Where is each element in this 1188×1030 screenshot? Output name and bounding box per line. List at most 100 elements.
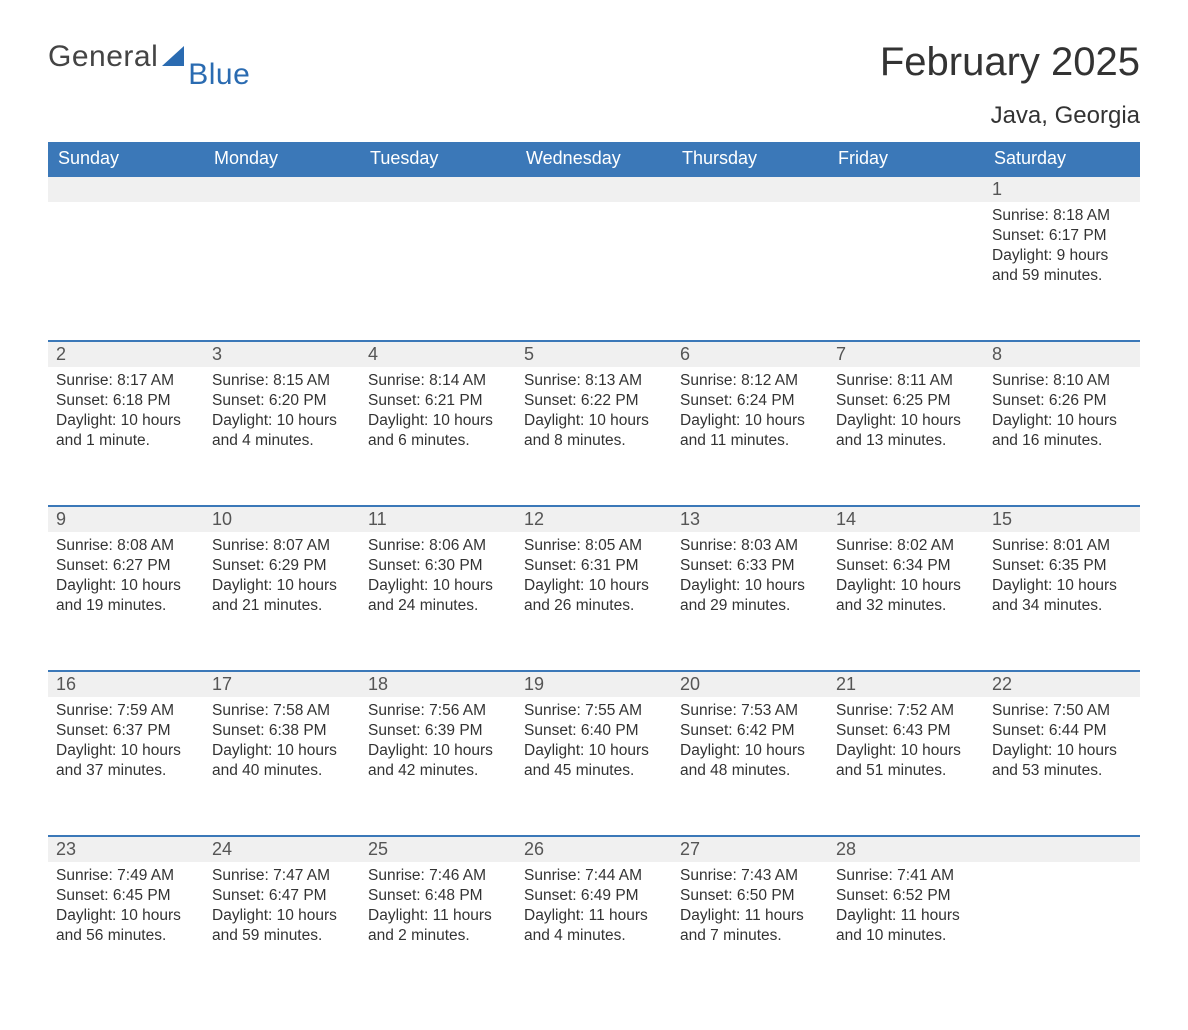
daylight-text: Daylight: 10 hours and 40 minutes.	[212, 741, 352, 781]
week-row: Sunrise: 8:18 AMSunset: 6:17 PMDaylight:…	[48, 202, 1140, 322]
sunset-text: Sunset: 6:33 PM	[680, 556, 820, 576]
day-number: 3	[204, 342, 360, 367]
daylight-text: Daylight: 10 hours and 19 minutes.	[56, 576, 196, 616]
sunrise-text: Sunrise: 8:13 AM	[524, 371, 664, 391]
sunset-text: Sunset: 6:21 PM	[368, 391, 508, 411]
sunset-text: Sunset: 6:49 PM	[524, 886, 664, 906]
day-number: 8	[984, 342, 1140, 367]
daylight-text: Daylight: 11 hours and 10 minutes.	[836, 906, 976, 946]
sunset-text: Sunset: 6:45 PM	[56, 886, 196, 906]
sunset-text: Sunset: 6:37 PM	[56, 721, 196, 741]
day-cell: Sunrise: 7:49 AMSunset: 6:45 PMDaylight:…	[48, 862, 204, 982]
day-cell	[204, 202, 360, 322]
day-number: 19	[516, 672, 672, 697]
sunset-text: Sunset: 6:25 PM	[836, 391, 976, 411]
sunrise-text: Sunrise: 7:43 AM	[680, 866, 820, 886]
day-body: Sunrise: 8:10 AMSunset: 6:26 PMDaylight:…	[992, 367, 1132, 452]
day-number: 21	[828, 672, 984, 697]
page-title: February 2025	[880, 40, 1140, 84]
day-cell: Sunrise: 8:13 AMSunset: 6:22 PMDaylight:…	[516, 367, 672, 487]
day-cell: Sunrise: 7:47 AMSunset: 6:47 PMDaylight:…	[204, 862, 360, 982]
day-body: Sunrise: 8:11 AMSunset: 6:25 PMDaylight:…	[836, 367, 976, 452]
sunrise-text: Sunrise: 7:53 AM	[680, 701, 820, 721]
sunset-text: Sunset: 6:43 PM	[836, 721, 976, 741]
day-number: 24	[204, 837, 360, 862]
sunrise-text: Sunrise: 8:17 AM	[56, 371, 196, 391]
daylight-text: Daylight: 9 hours and 59 minutes.	[992, 246, 1132, 286]
day-number: 7	[828, 342, 984, 367]
sunset-text: Sunset: 6:38 PM	[212, 721, 352, 741]
daylight-text: Daylight: 10 hours and 24 minutes.	[368, 576, 508, 616]
week-row: Sunrise: 8:08 AMSunset: 6:27 PMDaylight:…	[48, 532, 1140, 652]
daylight-text: Daylight: 10 hours and 13 minutes.	[836, 411, 976, 451]
daylight-text: Daylight: 10 hours and 26 minutes.	[524, 576, 664, 616]
day-cell: Sunrise: 7:46 AMSunset: 6:48 PMDaylight:…	[360, 862, 516, 982]
day-cell	[48, 202, 204, 322]
day-number-band: 1	[48, 175, 1140, 202]
day-body: Sunrise: 7:59 AMSunset: 6:37 PMDaylight:…	[56, 697, 196, 782]
day-number: 23	[48, 837, 204, 862]
day-body: Sunrise: 8:07 AMSunset: 6:29 PMDaylight:…	[212, 532, 352, 617]
day-cell: Sunrise: 7:50 AMSunset: 6:44 PMDaylight:…	[984, 697, 1140, 817]
day-body: Sunrise: 8:02 AMSunset: 6:34 PMDaylight:…	[836, 532, 976, 617]
day-cell: Sunrise: 8:14 AMSunset: 6:21 PMDaylight:…	[360, 367, 516, 487]
weeks-container: 1Sunrise: 8:18 AMSunset: 6:17 PMDaylight…	[48, 175, 1140, 982]
day-number: 16	[48, 672, 204, 697]
sunrise-text: Sunrise: 7:46 AM	[368, 866, 508, 886]
day-number: 10	[204, 507, 360, 532]
day-number	[360, 177, 516, 202]
day-cell	[672, 202, 828, 322]
day-number: 6	[672, 342, 828, 367]
day-number: 17	[204, 672, 360, 697]
day-number	[828, 177, 984, 202]
sunset-text: Sunset: 6:50 PM	[680, 886, 820, 906]
sunset-text: Sunset: 6:20 PM	[212, 391, 352, 411]
daylight-text: Daylight: 10 hours and 8 minutes.	[524, 411, 664, 451]
weekday-header: Monday	[204, 142, 360, 175]
sunset-text: Sunset: 6:22 PM	[524, 391, 664, 411]
day-body: Sunrise: 8:13 AMSunset: 6:22 PMDaylight:…	[524, 367, 664, 452]
day-body: Sunrise: 7:41 AMSunset: 6:52 PMDaylight:…	[836, 862, 976, 947]
sunrise-text: Sunrise: 7:58 AM	[212, 701, 352, 721]
sunrise-text: Sunrise: 7:55 AM	[524, 701, 664, 721]
daylight-text: Daylight: 10 hours and 11 minutes.	[680, 411, 820, 451]
sunrise-text: Sunrise: 8:12 AM	[680, 371, 820, 391]
sunset-text: Sunset: 6:27 PM	[56, 556, 196, 576]
day-cell: Sunrise: 8:01 AMSunset: 6:35 PMDaylight:…	[984, 532, 1140, 652]
day-number: 14	[828, 507, 984, 532]
day-cell: Sunrise: 7:59 AMSunset: 6:37 PMDaylight:…	[48, 697, 204, 817]
day-number-band: 2345678	[48, 340, 1140, 367]
day-cell	[828, 202, 984, 322]
daylight-text: Daylight: 10 hours and 48 minutes.	[680, 741, 820, 781]
day-cell	[360, 202, 516, 322]
sunset-text: Sunset: 6:24 PM	[680, 391, 820, 411]
day-number	[516, 177, 672, 202]
day-body: Sunrise: 7:55 AMSunset: 6:40 PMDaylight:…	[524, 697, 664, 782]
day-body: Sunrise: 7:46 AMSunset: 6:48 PMDaylight:…	[368, 862, 508, 947]
sunrise-text: Sunrise: 7:41 AM	[836, 866, 976, 886]
day-number: 26	[516, 837, 672, 862]
day-cell: Sunrise: 7:58 AMSunset: 6:38 PMDaylight:…	[204, 697, 360, 817]
sunset-text: Sunset: 6:29 PM	[212, 556, 352, 576]
sunrise-text: Sunrise: 8:08 AM	[56, 536, 196, 556]
sunset-text: Sunset: 6:26 PM	[992, 391, 1132, 411]
sunrise-text: Sunrise: 8:14 AM	[368, 371, 508, 391]
daylight-text: Daylight: 10 hours and 4 minutes.	[212, 411, 352, 451]
day-cell: Sunrise: 7:44 AMSunset: 6:49 PMDaylight:…	[516, 862, 672, 982]
daylight-text: Daylight: 10 hours and 53 minutes.	[992, 741, 1132, 781]
sunset-text: Sunset: 6:18 PM	[56, 391, 196, 411]
daylight-text: Daylight: 10 hours and 51 minutes.	[836, 741, 976, 781]
brand-word-1: General	[48, 40, 158, 74]
day-number: 11	[360, 507, 516, 532]
sail-icon	[162, 46, 190, 75]
day-number	[672, 177, 828, 202]
day-cell	[984, 862, 1140, 982]
sunrise-text: Sunrise: 8:07 AM	[212, 536, 352, 556]
sunrise-text: Sunrise: 7:49 AM	[56, 866, 196, 886]
sunrise-text: Sunrise: 8:15 AM	[212, 371, 352, 391]
day-body: Sunrise: 7:53 AMSunset: 6:42 PMDaylight:…	[680, 697, 820, 782]
week-row: Sunrise: 8:17 AMSunset: 6:18 PM Daylight:…	[48, 367, 1140, 487]
day-cell: Sunrise: 8:17 AMSunset: 6:18 PMDaylight:…	[48, 367, 204, 487]
daylight-text: Daylight: 10 hours and 34 minutes.	[992, 576, 1132, 616]
daylight-text: Daylight: 10 hours and 29 minutes.	[680, 576, 820, 616]
